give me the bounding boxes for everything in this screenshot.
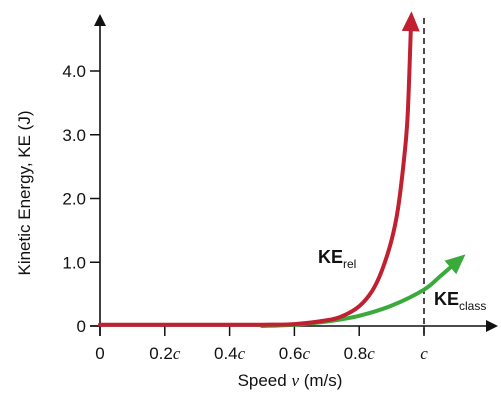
y-axis-label: Kinetic Energy, KE (J) <box>15 110 34 275</box>
x-axis-label-suffix: (m/s) <box>299 371 342 390</box>
ke-rel-label-main: KE <box>318 247 343 267</box>
y-tick-label: 3.0 <box>62 126 86 145</box>
x-tick-label: 0.6c <box>279 344 311 363</box>
ke-rel-label-sub: rel <box>343 257 356 271</box>
x-tick-label: c <box>420 344 428 363</box>
x-tick-label-num: 0.4 <box>214 344 238 363</box>
x-axis-label: Speed v (m/s) <box>238 371 343 390</box>
x-tick-label-unit: c <box>238 344 246 363</box>
x-tick-label-unit: c <box>420 344 428 363</box>
y-tick-label: 2.0 <box>62 190 86 209</box>
ke-class-label-main: KE <box>434 289 459 309</box>
x-tick-label: 0.8c <box>344 344 376 363</box>
y-tick-label: 1.0 <box>62 253 86 272</box>
ke-rel-curve <box>98 11 420 327</box>
ke-class-curve <box>260 254 466 328</box>
ke-class-label: KEclass <box>434 289 486 313</box>
x-axis-label-var: v <box>291 371 299 390</box>
y-tick-label: 4.0 <box>62 62 86 81</box>
x-tick-label-num: 0.2 <box>149 344 173 363</box>
x-tick-label-unit: c <box>173 344 181 363</box>
x-tick-label-num: 0 <box>95 344 104 363</box>
x-tick-label: 0 <box>95 344 104 363</box>
x-tick-label: 0.2c <box>149 344 181 363</box>
x-tick-label-unit: c <box>302 344 310 363</box>
x-tick-label-num: 0.8 <box>344 344 368 363</box>
x-ticks: 0 0.2c 0.4c 0.6c 0.8c c <box>95 326 428 363</box>
x-axis-label-prefix: Speed <box>238 371 292 390</box>
y-ticks: 0 1.0 2.0 3.0 4.0 <box>62 62 100 336</box>
x-tick-label-unit: c <box>367 344 375 363</box>
ke-class-label-sub: class <box>459 299 486 313</box>
ke-rel-label: KErel <box>318 247 356 271</box>
x-tick-label: 0.4c <box>214 344 246 363</box>
y-tick-label: 0 <box>77 317 86 336</box>
x-tick-label-num: 0.6 <box>279 344 303 363</box>
